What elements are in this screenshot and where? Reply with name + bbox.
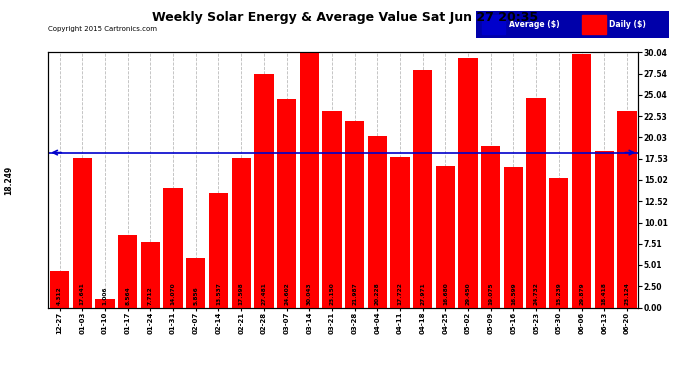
Text: 27.481: 27.481 — [262, 282, 266, 305]
Text: 15.239: 15.239 — [556, 282, 562, 305]
Bar — [582, 15, 606, 34]
Text: 14.070: 14.070 — [170, 282, 175, 305]
Text: 4.312: 4.312 — [57, 286, 62, 305]
Text: 7.712: 7.712 — [148, 286, 153, 305]
Bar — [232, 158, 250, 308]
Bar — [504, 166, 523, 308]
Text: 29.879: 29.879 — [579, 282, 584, 305]
Bar — [572, 54, 591, 307]
Bar — [436, 166, 455, 308]
Text: 8.564: 8.564 — [125, 286, 130, 305]
Bar — [481, 146, 500, 308]
Text: Copyright 2015 Cartronics.com: Copyright 2015 Cartronics.com — [48, 26, 157, 32]
Bar — [164, 188, 183, 308]
Text: 17.598: 17.598 — [239, 282, 244, 305]
Bar — [618, 111, 637, 308]
Text: 23.124: 23.124 — [624, 282, 629, 305]
Text: 1.006: 1.006 — [103, 286, 108, 305]
Bar — [322, 111, 342, 308]
Bar — [549, 178, 569, 308]
Bar — [458, 57, 477, 308]
Bar — [482, 15, 505, 34]
Text: 19.075: 19.075 — [489, 282, 493, 305]
Bar — [50, 271, 69, 308]
Text: 13.537: 13.537 — [216, 282, 221, 305]
Text: 17.722: 17.722 — [397, 282, 402, 305]
Bar — [391, 157, 410, 308]
Bar — [413, 70, 433, 308]
Bar — [368, 136, 387, 308]
Text: 18.249: 18.249 — [3, 165, 13, 195]
Text: 27.971: 27.971 — [420, 282, 425, 305]
Bar — [118, 235, 137, 308]
Text: 21.987: 21.987 — [352, 282, 357, 305]
Text: 23.150: 23.150 — [329, 282, 335, 305]
Bar — [277, 99, 296, 308]
Text: 24.602: 24.602 — [284, 282, 289, 305]
Text: 30.043: 30.043 — [307, 282, 312, 305]
Text: 5.856: 5.856 — [193, 286, 198, 305]
Bar — [299, 53, 319, 308]
Text: 16.599: 16.599 — [511, 282, 516, 305]
Text: 24.732: 24.732 — [533, 282, 539, 305]
Bar — [72, 158, 92, 308]
Text: Average ($): Average ($) — [509, 20, 560, 29]
Bar — [526, 98, 546, 308]
Text: Weekly Solar Energy & Average Value Sat Jun 27 20:35: Weekly Solar Energy & Average Value Sat … — [152, 11, 538, 24]
Text: 16.680: 16.680 — [443, 282, 448, 305]
Text: 29.450: 29.450 — [466, 282, 471, 305]
Text: 20.228: 20.228 — [375, 282, 380, 305]
Bar — [595, 151, 614, 308]
Bar — [186, 258, 206, 307]
Bar — [254, 74, 273, 307]
Bar — [209, 193, 228, 308]
Bar — [141, 242, 160, 308]
Text: 17.641: 17.641 — [80, 282, 85, 305]
Bar — [345, 121, 364, 308]
Bar — [95, 299, 115, 307]
Text: 18.418: 18.418 — [602, 282, 607, 305]
Text: Daily ($): Daily ($) — [609, 20, 647, 29]
